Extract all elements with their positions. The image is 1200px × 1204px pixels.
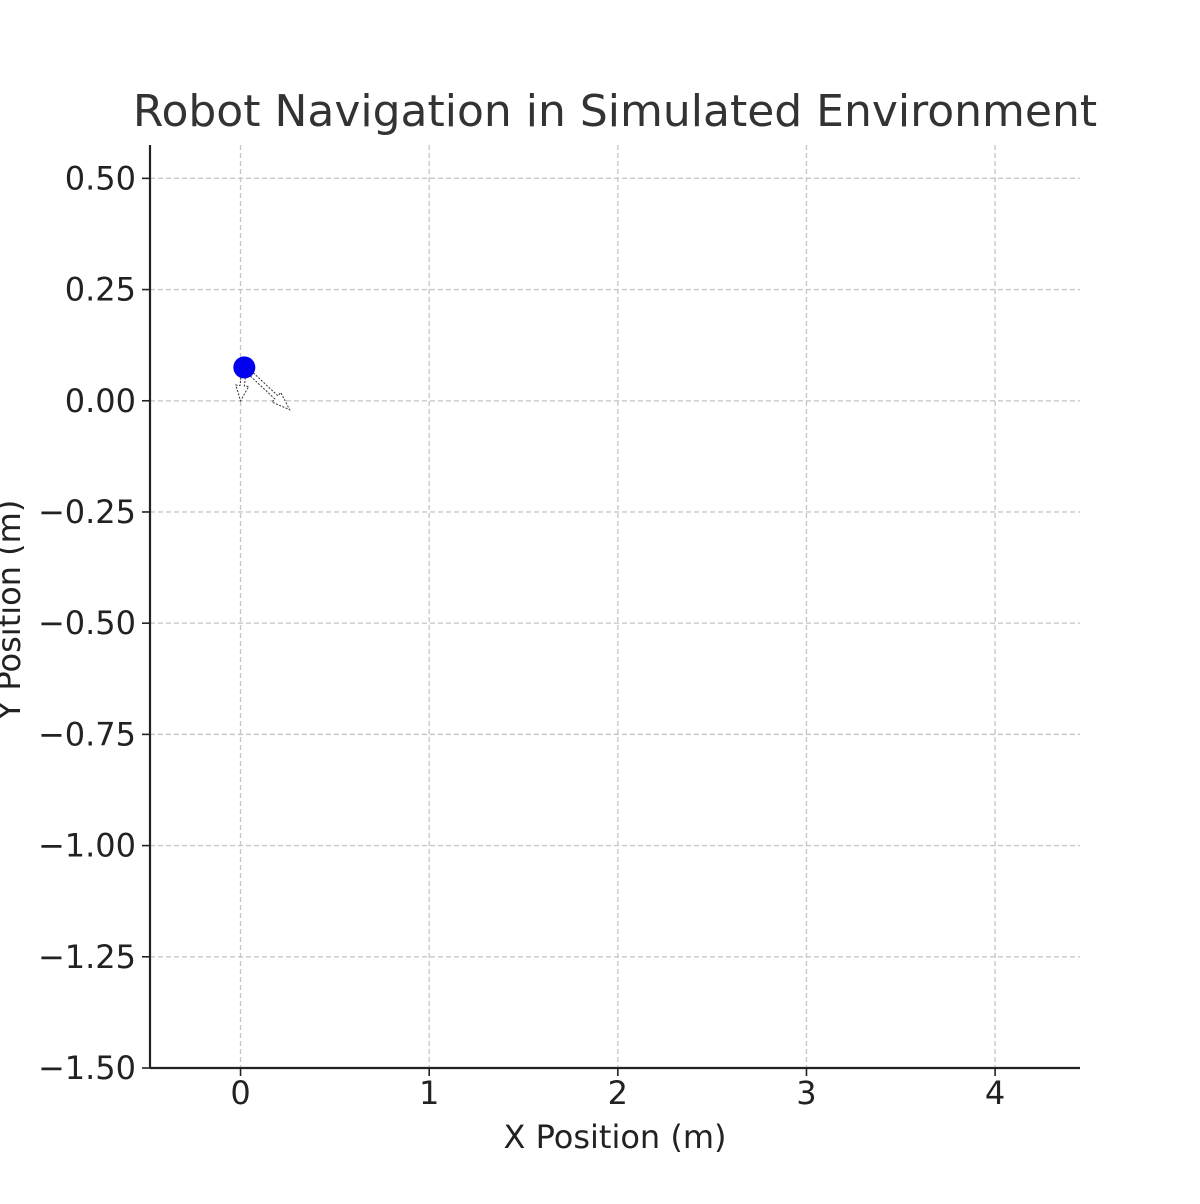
y-tick-label-0: 0.50 [65, 159, 136, 197]
y-tick-label-3: −0.25 [38, 493, 136, 531]
y-tick-label-5: −0.75 [38, 715, 136, 753]
x-tick-label-4: 4 [985, 1074, 1005, 1112]
grid-layer [150, 145, 1080, 1069]
robot-position-point [233, 356, 256, 379]
y-tick-label-8: −1.50 [38, 1049, 136, 1087]
y-tick-label-4: −0.50 [38, 604, 136, 642]
x-tick-label-1: 1 [419, 1074, 439, 1112]
ticks-layer: 0 1 2 3 4 0.50 0.25 0.00 −0.25 −0.50 −0.75 −1.00 −1.… [38, 159, 1005, 1112]
y-tick-label-6: −1.00 [38, 827, 136, 865]
marks-layer [233, 356, 291, 411]
y-tick-label-1: 0.25 [65, 271, 136, 309]
x-tick-label-2: 2 [608, 1074, 628, 1112]
x-tick-label-0: 0 [230, 1074, 250, 1112]
axes-layer [148, 145, 1080, 1070]
chart-title: Robot Navigation in Simulated Environmen… [133, 86, 1097, 137]
x-axis-label: X Position (m) [504, 1118, 727, 1156]
y-tick-label-2: 0.00 [65, 382, 136, 420]
y-tick-label-7: −1.25 [38, 938, 136, 976]
x-tick-label-3: 3 [796, 1074, 816, 1112]
y-axis-label: Y Position (m) [0, 500, 28, 722]
